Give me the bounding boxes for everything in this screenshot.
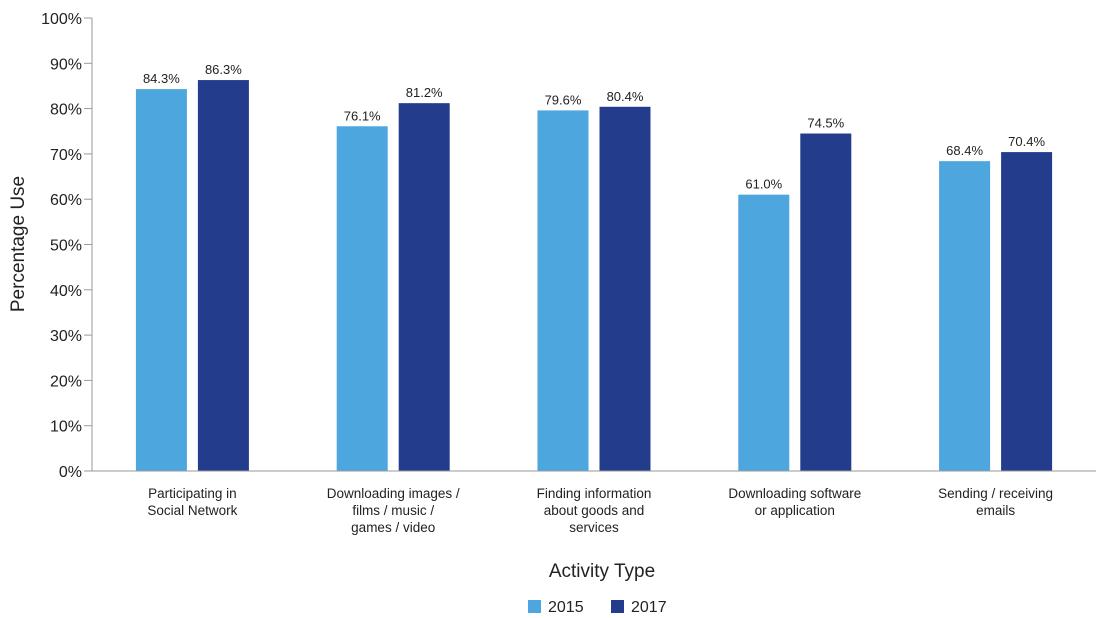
- y-tick-label: 100%: [41, 11, 82, 28]
- y-axis-ticks: 0% 10% 20% 30% 40% 50% 60% 70% 80% 90% 100%: [41, 11, 92, 481]
- bar-2015-4: [738, 194, 790, 472]
- x-tick-label: or application: [755, 503, 835, 518]
- data-label: 76.1%: [344, 108, 381, 123]
- legend-swatch-2015: [528, 600, 541, 613]
- bar-2015-3: [537, 110, 589, 472]
- x-tick-label: services: [569, 520, 619, 535]
- y-tick-label: 90%: [50, 56, 82, 73]
- data-label: 70.4%: [1008, 134, 1045, 149]
- bar-2017-4: [800, 133, 852, 471]
- y-tick-label: 30%: [50, 328, 82, 345]
- category-labels: Participating in Social Network Downloadin…: [147, 486, 1053, 535]
- bar-2015-1: [135, 89, 187, 471]
- y-tick-label: 40%: [50, 283, 82, 300]
- bar-2017-2: [398, 103, 450, 471]
- data-label: 80.4%: [607, 89, 644, 104]
- legend-swatch-2017: [611, 600, 624, 613]
- y-tick-label: 70%: [50, 147, 82, 164]
- x-tick-label: about goods and: [544, 503, 645, 518]
- x-tick-label: Downloading images /: [327, 486, 460, 501]
- data-label: 68.4%: [946, 143, 983, 158]
- bar-2015-2: [336, 126, 388, 471]
- x-tick-label: films / music /: [352, 503, 434, 518]
- x-tick-label: Participating in: [148, 486, 237, 501]
- x-tick-label: Sending / receiving: [938, 486, 1053, 501]
- bar-2017-1: [197, 80, 249, 471]
- bars: [135, 80, 1053, 472]
- x-tick-label: Finding information: [537, 486, 652, 501]
- x-tick-label: Social Network: [147, 503, 237, 518]
- bar-2017-5: [1001, 152, 1053, 471]
- data-label: 61.0%: [745, 177, 782, 192]
- data-label: 84.3%: [143, 71, 180, 86]
- y-tick-label: 50%: [50, 238, 82, 255]
- y-tick-label: 10%: [50, 419, 82, 436]
- data-label: 79.6%: [545, 92, 582, 107]
- legend-label-2017: 2017: [631, 599, 667, 616]
- bar-2015-5: [939, 161, 991, 471]
- y-tick-label: 80%: [50, 102, 82, 119]
- y-tick-label: 0%: [59, 464, 82, 481]
- x-tick-label: Downloading software: [728, 486, 861, 501]
- data-label: 86.3%: [205, 62, 242, 77]
- x-tick-label: emails: [976, 503, 1015, 518]
- legend-label-2015: 2015: [548, 599, 584, 616]
- data-labels: 84.3% 86.3% 76.1% 81.2% 79.6% 80.4% 61.0% 74.5%…: [143, 62, 1046, 192]
- data-label: 81.2%: [406, 85, 443, 100]
- bar-2017-3: [599, 106, 651, 472]
- y-axis-title: Percentage Use: [8, 176, 29, 312]
- y-tick-label: 20%: [50, 373, 82, 390]
- legend: 2015 2017: [528, 599, 667, 616]
- data-label: 74.5%: [807, 116, 844, 131]
- x-axis-title: Activity Type: [549, 561, 655, 582]
- y-tick-label: 60%: [50, 192, 82, 209]
- x-tick-label: games / video: [351, 520, 435, 535]
